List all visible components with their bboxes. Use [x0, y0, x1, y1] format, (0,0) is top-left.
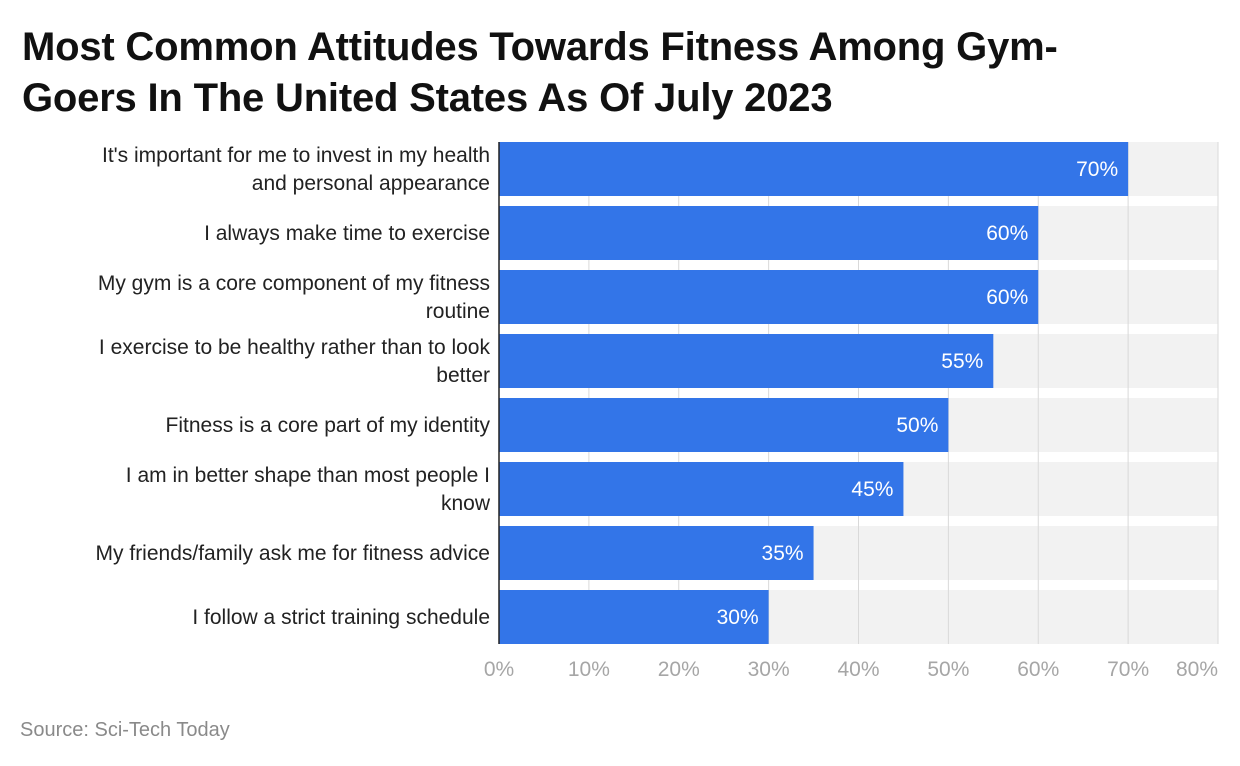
category-label: I always make time to exercise: [204, 222, 490, 245]
category-label-line: routine: [426, 300, 490, 323]
x-tick-label: 20%: [658, 658, 700, 681]
category-label: Fitness is a core part of my identity: [166, 414, 491, 437]
category-label: I exercise to be healthy rather than to …: [99, 336, 491, 387]
x-tick-label: 50%: [927, 658, 969, 681]
bar-value-label: 45%: [851, 478, 893, 501]
category-label-line: My friends/family ask me for fitness adv…: [96, 542, 490, 565]
x-tick-label: 60%: [1017, 658, 1059, 681]
category-label: My gym is a core component of my fitness…: [98, 272, 490, 323]
category-label-line: Fitness is a core part of my identity: [166, 414, 491, 437]
x-tick-label: 80%: [1176, 658, 1218, 681]
x-tick-label: 10%: [568, 658, 610, 681]
category-label-line: I follow a strict training schedule: [192, 606, 490, 629]
x-tick-label: 30%: [748, 658, 790, 681]
source-note: Source: Sci-Tech Today: [20, 719, 230, 741]
category-label-line: I am in better shape than most people I: [126, 464, 490, 487]
bar: [499, 206, 1039, 260]
bar: [499, 462, 904, 516]
category-label: I follow a strict training schedule: [192, 606, 490, 629]
bar: [499, 590, 769, 644]
category-label: My friends/family ask me for fitness adv…: [96, 542, 490, 565]
x-tick-label: 70%: [1107, 658, 1149, 681]
category-label-line: It's important for me to invest in my he…: [102, 144, 490, 167]
x-axis-ticks: 0% 10% 20% 30% 40% 50% 60% 70% 80%: [484, 658, 1218, 681]
bar-value-label: 70%: [1076, 158, 1118, 181]
bar-value-label: 55%: [941, 350, 983, 373]
bar: [499, 334, 994, 388]
bar-value-label: 60%: [986, 286, 1028, 309]
category-label-line: I exercise to be healthy rather than to …: [99, 336, 491, 359]
category-label-line: and personal appearance: [252, 172, 490, 195]
bar-value-label: 60%: [986, 222, 1028, 245]
category-labels: It's important for me to invest in my he…: [96, 144, 491, 629]
bar: [499, 270, 1039, 324]
bar-value-label: 50%: [896, 414, 938, 437]
bar-value-label: 30%: [717, 606, 759, 629]
chart-title: Most Common Attitudes Towards Fitness Am…: [22, 22, 1202, 124]
chart-title-line-1: Most Common Attitudes Towards Fitness Am…: [22, 25, 1058, 69]
category-label-line: know: [441, 492, 491, 515]
x-tick-label: 0%: [484, 658, 514, 681]
chart-title-line-2: Goers In The United States As Of July 20…: [22, 76, 833, 120]
category-label-line: better: [436, 364, 490, 387]
x-tick-label: 40%: [837, 658, 879, 681]
category-label-line: I always make time to exercise: [204, 222, 490, 245]
bars: 70% 60% 60% 55% 50% 45% 35% 30%: [499, 142, 1129, 644]
bar: [499, 526, 814, 580]
category-label-line: My gym is a core component of my fitness: [98, 272, 490, 295]
category-label: It's important for me to invest in my he…: [102, 144, 490, 195]
bar: [499, 398, 949, 452]
category-label: I am in better shape than most people I k…: [126, 464, 491, 515]
bar: [499, 142, 1129, 196]
bar-value-label: 35%: [762, 542, 804, 565]
